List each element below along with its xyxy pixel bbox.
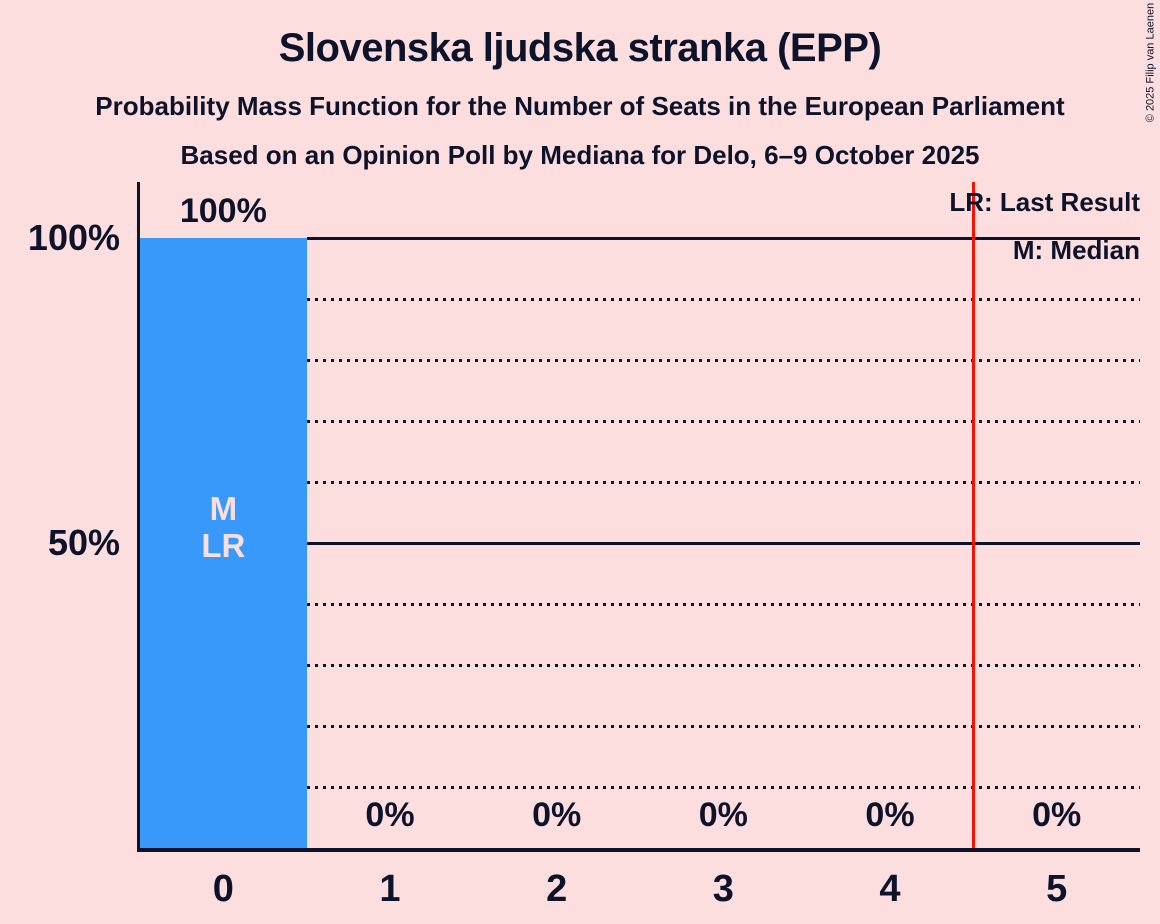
gridline-80pct — [306, 359, 1140, 362]
x-tick-5: 5 — [1046, 868, 1068, 910]
chart-title: Slovenska ljudska stranka (EPP) — [278, 26, 882, 70]
chart-source-line: Based on an Opinion Poll by Mediana for … — [180, 140, 980, 170]
gridline-90pct — [306, 298, 1140, 301]
gridline-40pct — [306, 603, 1140, 606]
gridline-60pct — [306, 481, 1140, 484]
gridline-30pct — [306, 664, 1140, 667]
legend-median: M: Median — [1012, 235, 1140, 265]
x-tick-2: 2 — [546, 868, 568, 910]
median-last-result-markers: M LR — [201, 490, 246, 564]
gridline-70pct — [306, 420, 1140, 423]
bar-value-label-3: 0% — [698, 796, 748, 834]
gridline-10pct — [306, 786, 1140, 789]
bar-value-label-2: 0% — [532, 796, 582, 834]
copyright-notice: © 2025 Filip van Laenen — [1144, 2, 1157, 123]
bar-value-label-5: 0% — [1032, 796, 1082, 834]
last-result-line — [971, 182, 975, 848]
bar-value-label-4: 0% — [865, 796, 915, 834]
legend-last-result: LR: Last Result — [949, 187, 1140, 217]
gridline-20pct — [306, 725, 1140, 728]
y-axis-label-50pct: 50% — [47, 522, 120, 563]
y-axis-label-100pct: 100% — [27, 217, 120, 258]
x-tick-0: 0 — [212, 868, 234, 910]
bar-seats-0 — [140, 238, 307, 848]
major-gridline-100pct — [306, 237, 1140, 240]
bar-value-label-1: 0% — [365, 796, 415, 834]
major-gridline-50pct — [306, 542, 1140, 545]
x-tick-1: 1 — [379, 868, 401, 910]
plot-area: 100% 0% 0% 0% 0% 0% M LR — [137, 182, 1140, 852]
x-tick-4: 4 — [879, 868, 901, 910]
bar-value-label-0: 100% — [179, 192, 267, 230]
chart-subtitle: Probability Mass Function for the Number… — [95, 91, 1065, 121]
x-tick-3: 3 — [712, 868, 734, 910]
